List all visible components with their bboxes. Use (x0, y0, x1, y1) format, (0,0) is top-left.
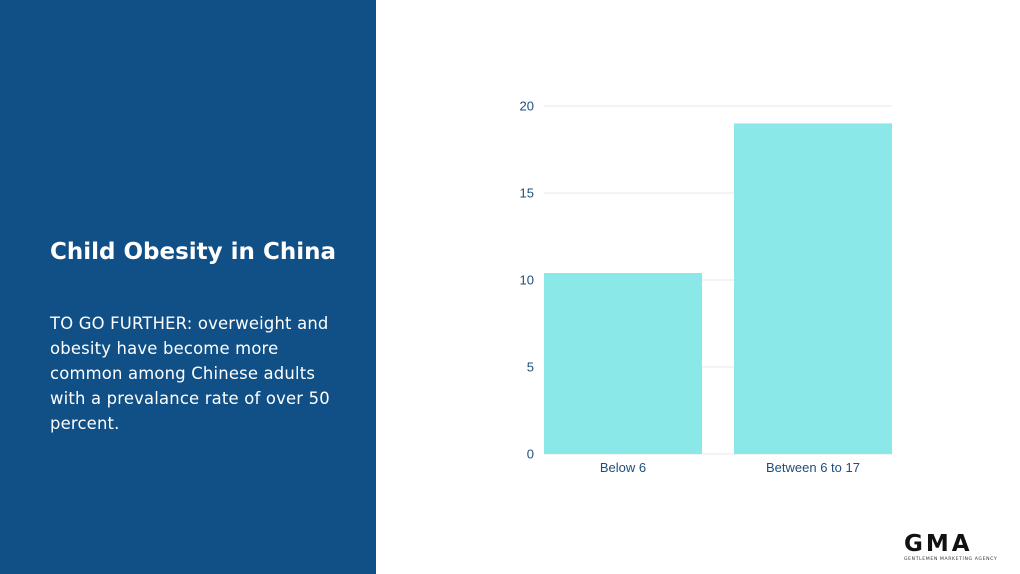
y-tick-layer: 0 5 10 15 20 (520, 99, 534, 462)
y-tick-label: 20 (520, 99, 534, 114)
bar-chart: 0 5 10 15 20 Below 6 Between 6 to 17 (500, 90, 910, 495)
logo-tagline: GENTLEMEN MARKETING AGENCY (904, 557, 998, 562)
x-tick-layer: Below 6 Between 6 to 17 (600, 460, 860, 475)
bar-chart-svg: 0 5 10 15 20 Below 6 Between 6 to 17 (520, 99, 892, 475)
bar-between-6-to-17 (734, 123, 892, 455)
x-tick-label: Between 6 to 17 (766, 460, 860, 475)
y-tick-label: 10 (520, 273, 534, 288)
y-tick-label: 0 (527, 447, 534, 462)
panel-title: Child Obesity in China (50, 239, 336, 265)
bar-below-6 (544, 273, 702, 454)
y-tick-label: 15 (520, 186, 534, 201)
panel-body-text: TO GO FURTHER: overweight and obesity ha… (50, 314, 330, 433)
x-tick-label: Below 6 (600, 460, 646, 475)
bar-layer (544, 123, 892, 455)
left-panel: Child Obesity in China TO GO FURTHER: ov… (0, 0, 376, 574)
logo-wordmark: GMA (904, 531, 973, 557)
y-tick-label: 5 (527, 360, 534, 375)
